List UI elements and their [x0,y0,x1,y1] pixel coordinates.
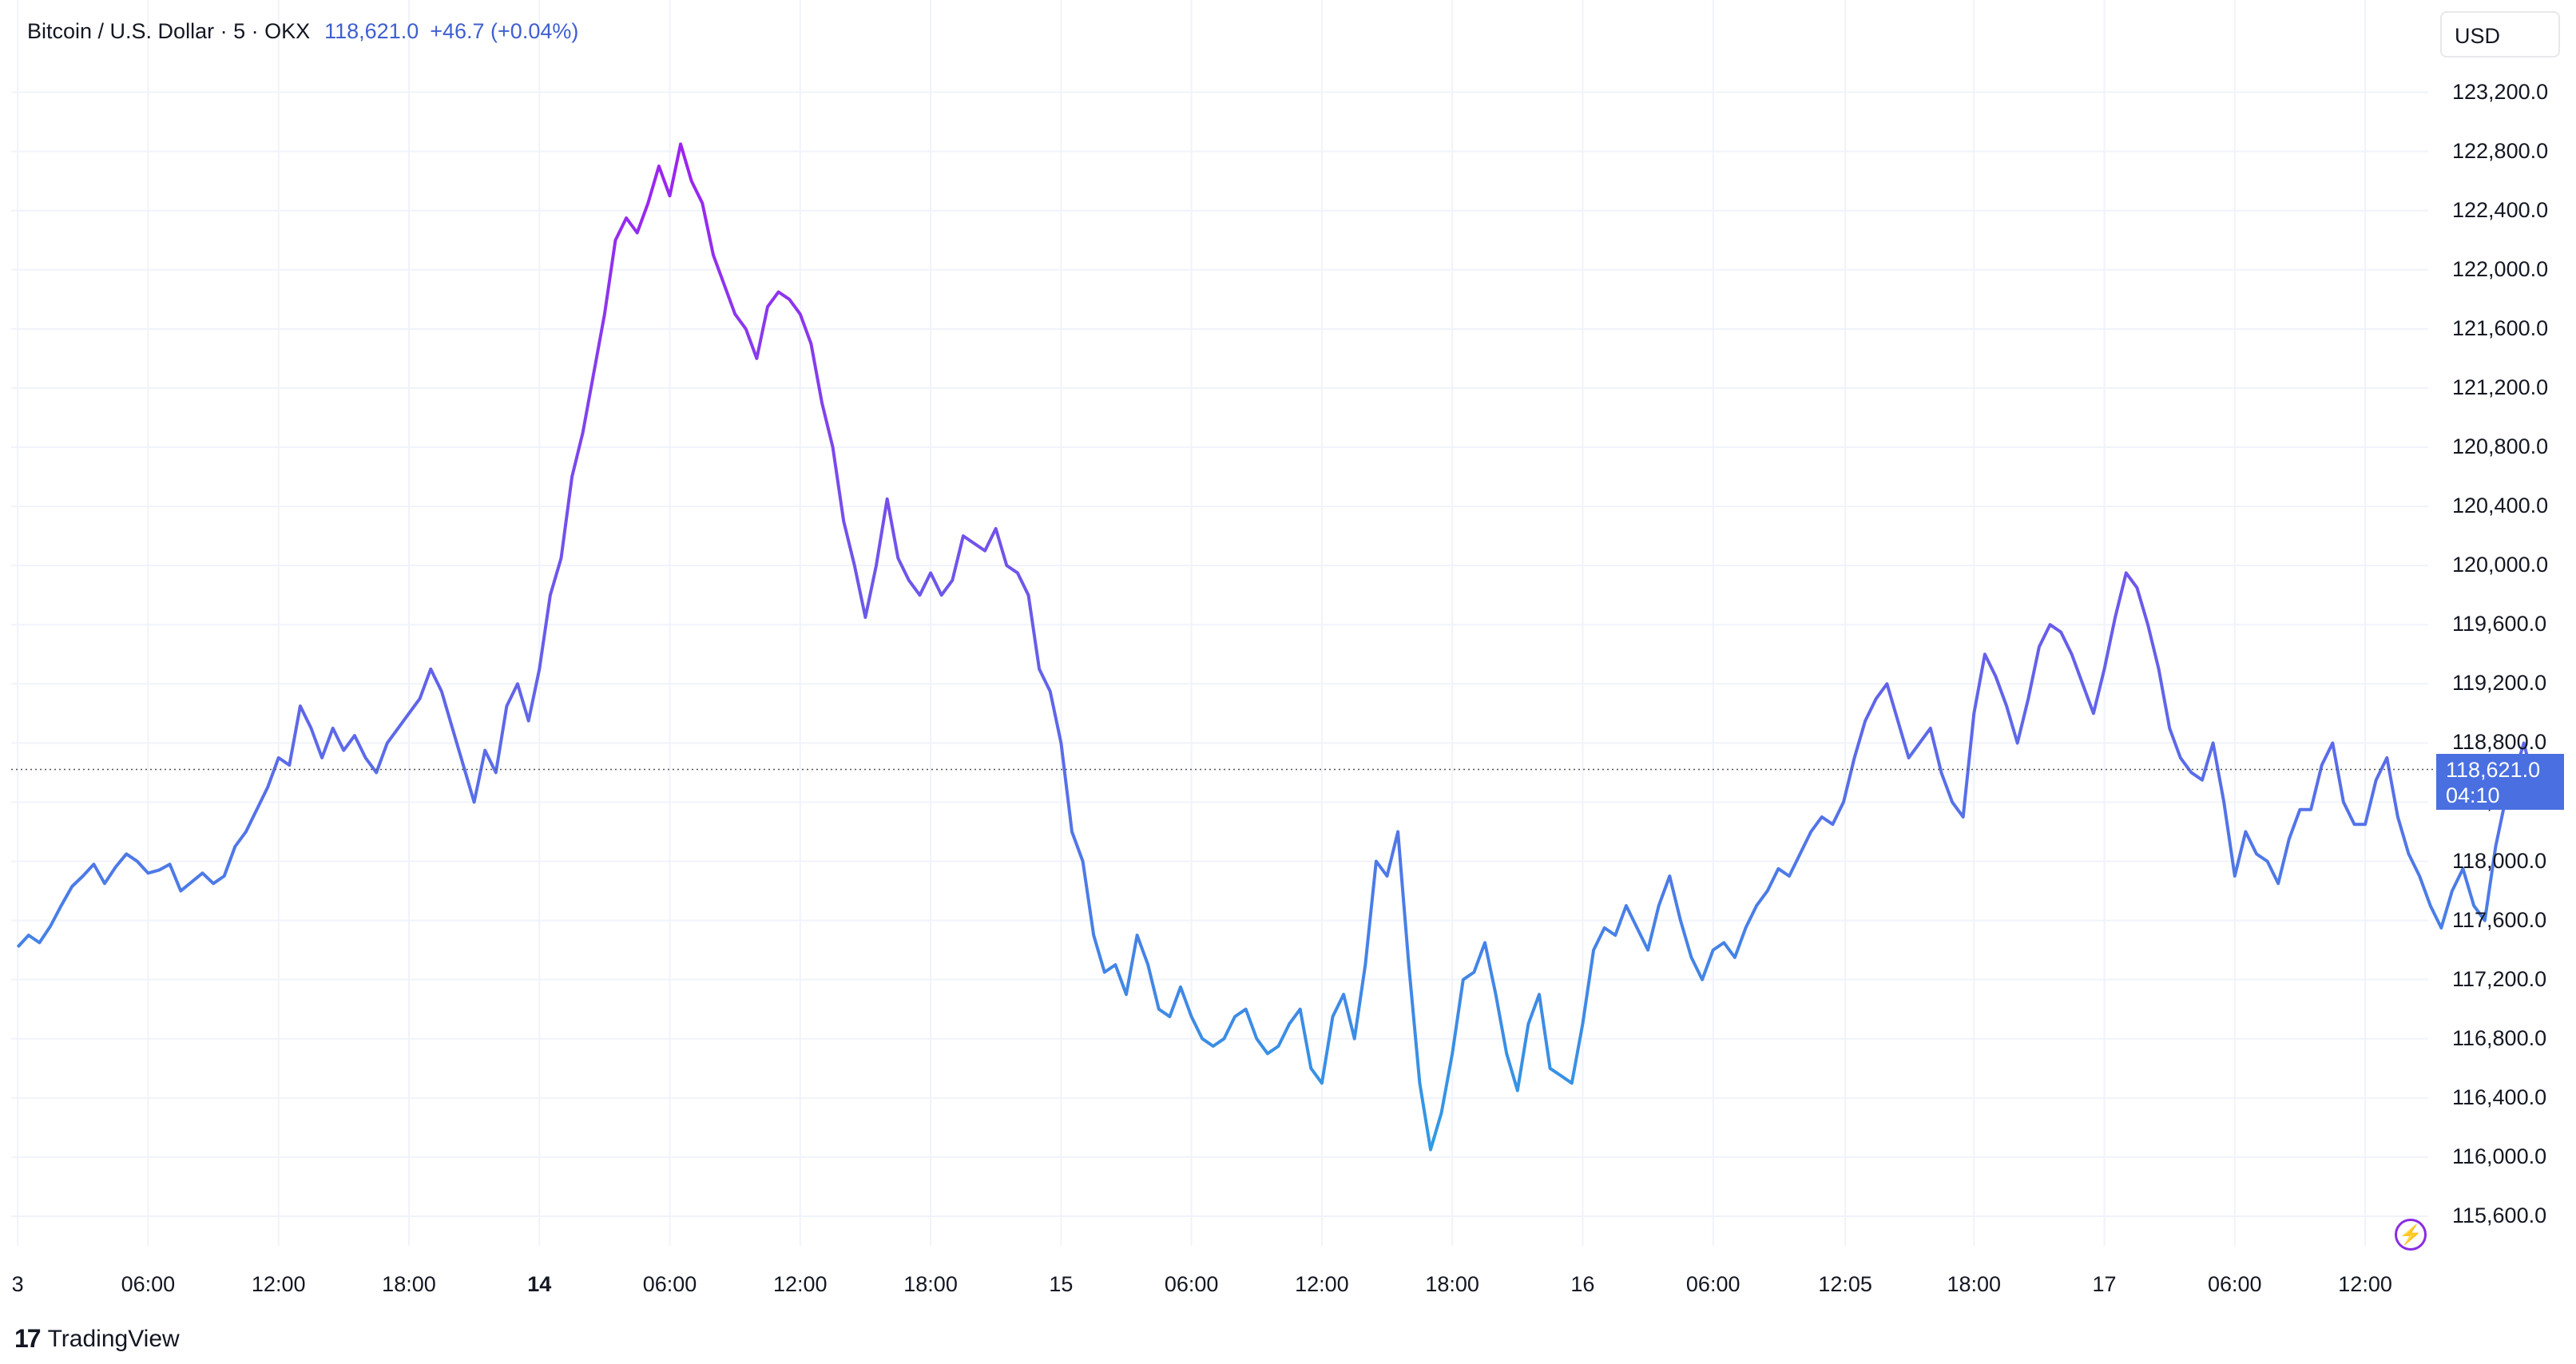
current-price: 118,621.0 [324,19,419,43]
y-tick-label: 115,600.0 [2452,1203,2547,1227]
symbol-header: Bitcoin / U.S. Dollar · 5 · OKX 118,621.0… [27,19,578,44]
x-tick-label: 18:00 [903,1272,958,1296]
y-tick-label: 122,400.0 [2452,197,2549,222]
y-tick-label: 123,200.0 [2452,79,2549,104]
x-tick-label: 12:05 [1818,1272,1872,1296]
y-tick-label: 119,600.0 [2452,612,2547,636]
last-price-value: 118,621.0 [2446,758,2541,782]
y-tick-label: 118,000.0 [2452,848,2547,873]
lightning-icon[interactable]: ⚡ [2395,1219,2427,1251]
price-line [16,142,2532,1152]
y-tick-label: 120,800.0 [2452,434,2549,458]
grid [11,0,2428,1246]
x-tick-label: 15 [1049,1272,1074,1296]
x-tick-label: 06:00 [121,1272,176,1296]
y-tick-label: 118,800.0 [2452,730,2547,755]
y-tick-label: 117,200.0 [2452,966,2547,991]
y-tick-label: 119,200.0 [2452,671,2547,696]
y-tick-label: 120,400.0 [2452,494,2549,518]
y-tick-label: 122,800.0 [2452,138,2549,163]
price-change: +46.7 (+0.04%) [430,19,579,43]
price-series [16,142,2532,1152]
x-tick-label: 14 [527,1272,552,1296]
y-tick-label: 116,800.0 [2452,1025,2547,1050]
x-tick-label: 12:00 [773,1272,828,1296]
y-tick-label: 121,200.0 [2452,375,2549,399]
brand-name: TradingView [47,1325,180,1352]
y-tick-label: 121,600.0 [2452,315,2549,340]
x-tick-label: 12:00 [1295,1272,1349,1296]
y-tick-label: 116,000.0 [2452,1144,2547,1168]
y-tick-label: 120,000.0 [2452,553,2549,577]
tradingview-brand[interactable]: 17 TradingView [14,1324,180,1354]
last-price-line [11,765,2534,774]
x-tick-label: 06:00 [1685,1272,1740,1296]
bar-countdown: 04:10 [2446,783,2500,807]
x-tick-label: 06:00 [1164,1272,1219,1296]
x-tick-label: 17 [2092,1272,2117,1296]
x-tick-label: 06:00 [642,1272,697,1296]
x-tick-label: 12:00 [251,1272,306,1296]
y-tick-label: 116,400.0 [2452,1084,2547,1109]
symbol-title[interactable]: Bitcoin / U.S. Dollar · 5 · OKX [27,19,311,43]
currency-button[interactable]: USD [2440,11,2560,57]
x-tick-label: 12:00 [2338,1272,2392,1296]
last-price-label: 118,621.0 04:10 [2436,754,2564,810]
x-tick-label: 18:00 [382,1272,436,1296]
x-tick-label: 16 [1570,1272,1595,1296]
x-tick-label: 3 [11,1272,24,1296]
x-tick-label: 18:00 [1947,1272,2002,1296]
y-tick-label: 117,600.0 [2452,907,2547,932]
x-tick-label: 18:00 [1425,1272,1479,1296]
y-tick-label: 122,000.0 [2452,256,2549,281]
tradingview-logo-icon: 17 [14,1324,42,1353]
x-tick-label: 06:00 [2208,1272,2262,1296]
